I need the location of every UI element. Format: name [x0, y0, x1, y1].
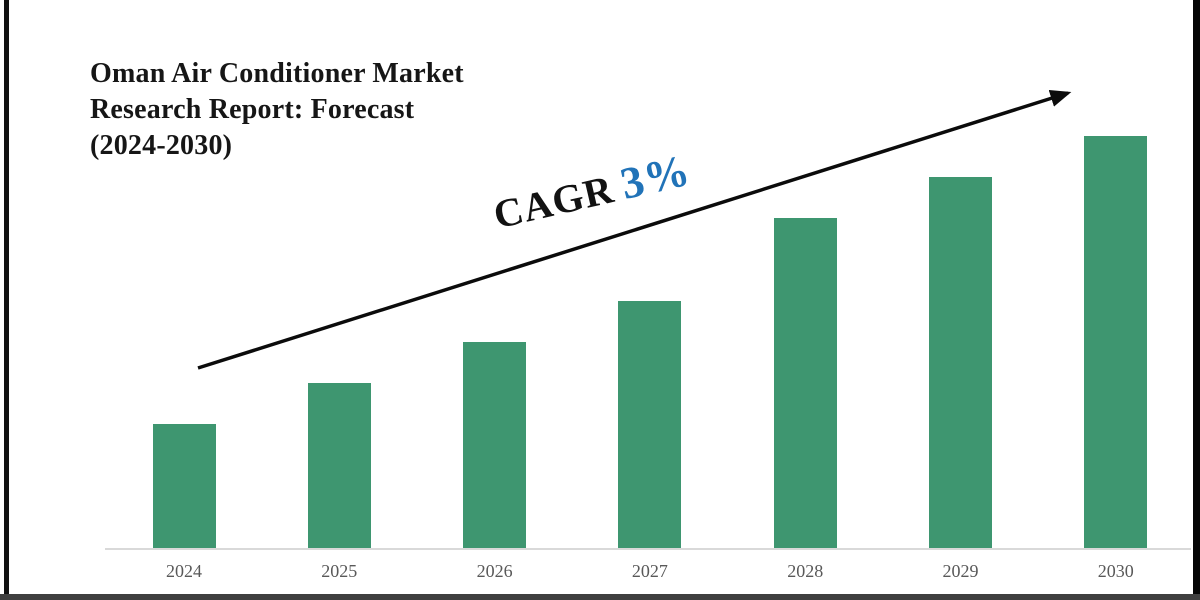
- bar-2030: [1084, 136, 1148, 548]
- bar-2026: [463, 342, 527, 548]
- x-axis-label-2030: 2030: [1097, 561, 1134, 581]
- bar-2027: [618, 300, 682, 548]
- right-edge-bar: [1193, 0, 1200, 594]
- x-axis-label-2027: 2027: [631, 561, 668, 581]
- bar-2028: [773, 218, 837, 548]
- x-axis-label-2028: 2028: [787, 561, 824, 581]
- x-axis-line: [105, 548, 1191, 550]
- cagr-annotation: CAGR3%: [488, 144, 695, 240]
- left-edge-bar: [4, 0, 9, 594]
- title-line-1: Oman Air Conditioner Market: [90, 58, 464, 89]
- title-line-3: (2024-2030): [90, 130, 233, 161]
- bar-2024: [152, 424, 216, 548]
- x-axis-label-2026: 2026: [476, 561, 513, 581]
- title-line-2: Research Report: Forecast: [90, 94, 415, 125]
- cagr-value-text: 3%: [615, 144, 695, 209]
- x-axis-label-2025: 2025: [321, 561, 358, 581]
- bar-2029: [929, 177, 992, 548]
- cagr-label-text: CAGR: [489, 166, 619, 238]
- bar-2025: [307, 383, 371, 548]
- bottom-edge-bar: [0, 594, 1200, 600]
- x-axis-label-2024: 2024: [166, 561, 202, 581]
- page-title: Oman Air Conditioner Market Research Rep…: [90, 56, 510, 164]
- x-axis-label-2029: 2029: [942, 561, 979, 581]
